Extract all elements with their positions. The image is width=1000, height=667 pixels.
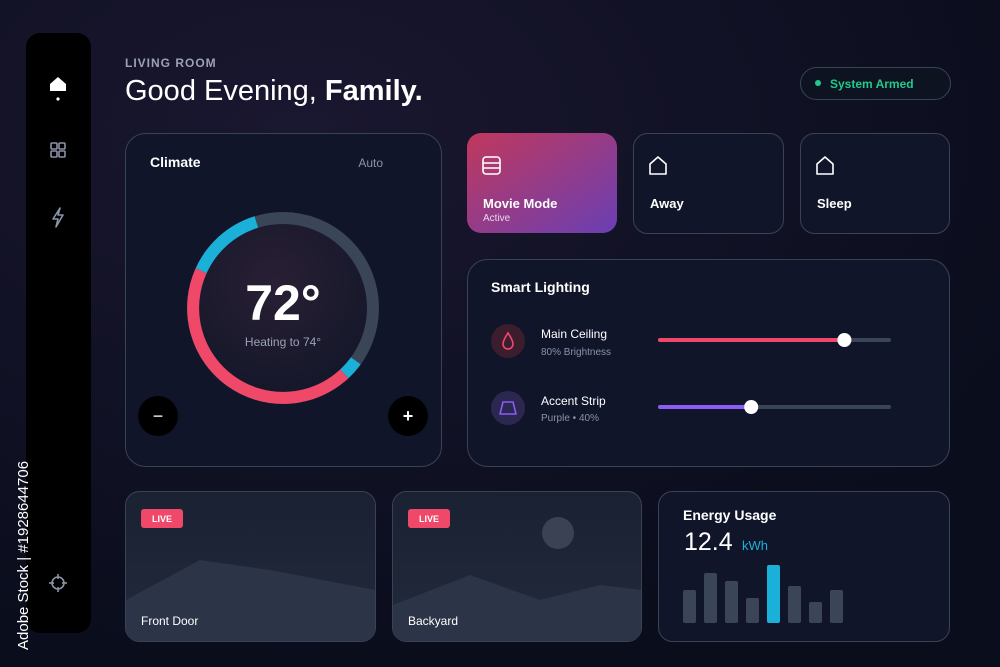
energy-value: 12.4	[684, 528, 733, 556]
energy-bar	[704, 573, 717, 623]
camera-moon	[542, 517, 574, 549]
lighting-card	[467, 259, 950, 467]
watermark: Adobe Stock | #1928644706	[15, 461, 32, 650]
dial-face	[199, 224, 367, 392]
scene-label: Away	[650, 196, 684, 211]
nav-settings[interactable]	[49, 574, 67, 592]
climate-status: Heating to 74°	[245, 335, 321, 349]
scene-icon	[816, 156, 834, 175]
light-icon-bg	[491, 324, 525, 358]
light-icon	[502, 331, 514, 350]
status-dot	[815, 80, 821, 86]
camera-name: Backyard	[408, 614, 458, 628]
sliders	[658, 333, 891, 414]
energy-bar	[683, 590, 696, 623]
light-detail: 80% Brightness	[541, 347, 611, 358]
greeting-text: Good Evening,	[125, 75, 317, 107]
scene-label: Sleep	[817, 196, 852, 211]
status-text: System Armed	[830, 77, 914, 91]
sidebar	[26, 33, 91, 633]
energy-bar	[767, 565, 780, 623]
scene-card[interactable]	[467, 133, 617, 233]
climate-mode[interactable]: Auto	[358, 156, 383, 170]
scene-state: Active	[483, 213, 511, 224]
greeting: Good Evening, Family.	[125, 75, 423, 107]
live-badge-text: LIVE	[419, 514, 439, 524]
energy-unit: kWh	[742, 538, 768, 553]
scene-card[interactable]	[800, 133, 950, 234]
nav-grid[interactable]	[50, 142, 66, 158]
live-badge	[141, 509, 183, 528]
camera-name: Front Door	[141, 614, 198, 628]
camera-scene	[393, 575, 641, 641]
scene-label: Movie Mode	[483, 196, 557, 211]
energy-bar	[746, 598, 759, 623]
greeting-name: Family.	[325, 75, 423, 107]
decrease-button[interactable]	[138, 396, 178, 436]
status-pill	[800, 67, 951, 100]
climate-title: Climate	[150, 154, 201, 170]
live-badge	[408, 509, 450, 528]
dial-target-arc	[340, 357, 361, 379]
dial-cool-arc	[195, 216, 259, 274]
slider-fill	[658, 405, 752, 409]
room-label: LIVING ROOM	[125, 56, 217, 70]
decrease-label[interactable]: −	[153, 406, 164, 426]
live-badge-text: LIVE	[152, 514, 172, 524]
temperature: 72°	[245, 275, 321, 331]
dial-heat-arc	[187, 268, 349, 404]
slider-knob[interactable]	[744, 400, 759, 414]
light-icon	[499, 401, 517, 415]
scene-card[interactable]	[633, 133, 784, 234]
increase-label[interactable]: +	[403, 406, 414, 426]
slider-fill	[658, 338, 845, 342]
light-name: Main Ceiling	[541, 327, 607, 341]
light-detail: Purple • 40%	[541, 413, 599, 424]
energy-bar	[788, 586, 801, 623]
energy-bars	[683, 565, 843, 623]
lighting-title: Smart Lighting	[491, 279, 590, 295]
energy-bar	[725, 581, 738, 623]
increase-button[interactable]	[388, 396, 428, 436]
scene-icon	[649, 156, 667, 175]
energy-title: Energy Usage	[683, 507, 777, 523]
nav-home[interactable]	[50, 77, 66, 101]
light-name: Accent Strip	[541, 394, 606, 408]
energy-bar	[830, 590, 843, 623]
light-icon-bg	[491, 391, 525, 425]
camera-scene	[126, 560, 375, 641]
nav-energy[interactable]	[52, 207, 64, 228]
slider-knob[interactable]	[837, 333, 852, 347]
scene-icon	[482, 156, 501, 175]
energy-bar	[809, 602, 822, 623]
